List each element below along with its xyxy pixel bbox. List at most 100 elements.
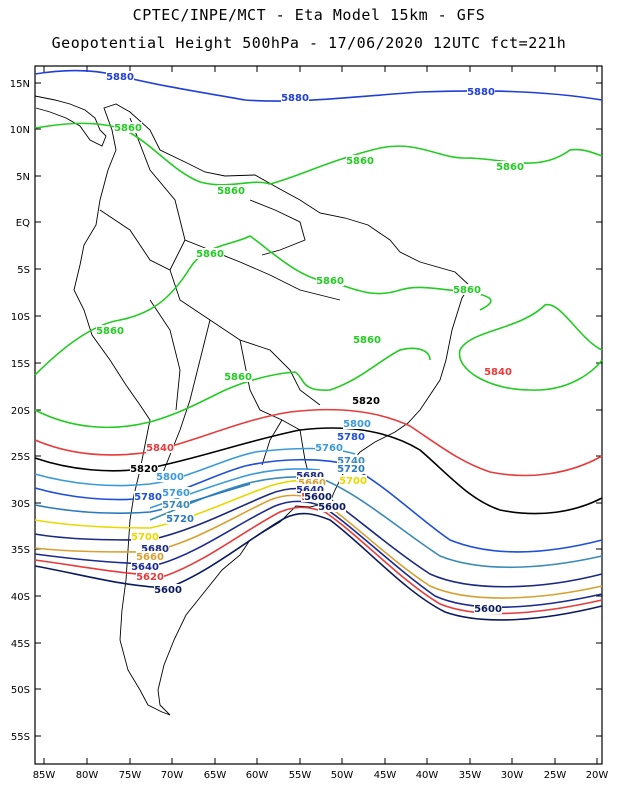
map-title-line-2: Geopotential Height 500hPa - 17/06/2020 … [51, 34, 567, 52]
lon-label: 30W [501, 770, 524, 781]
contour-label-5700: 5700 [339, 476, 367, 487]
contour-label-5880: 5880 [281, 93, 309, 104]
contour-label-bg [154, 584, 182, 595]
contour-label-5860: 5860 [217, 186, 245, 197]
lat-label: 30S [11, 499, 30, 510]
lon-label: 65W [204, 770, 227, 781]
contour-label-5780: 5780 [134, 492, 162, 503]
contour-label-5740: 5740 [337, 456, 365, 467]
contour-label-bg [162, 487, 190, 498]
contour-label-5600: 5600 [154, 585, 182, 596]
lat-label: 20S [11, 406, 30, 417]
lon-label: 60W [246, 770, 269, 781]
contour-label-bg [298, 477, 326, 488]
contour-label-bg [353, 334, 381, 345]
contour-label-bg [453, 284, 481, 295]
lon-label: 55W [289, 770, 312, 781]
contour-label-5600: 5600 [304, 492, 332, 503]
contour-label-bg [296, 470, 324, 481]
contour-label-bg [217, 185, 245, 196]
lat-label: EQ [16, 218, 30, 229]
lat-label: 5S [17, 265, 30, 276]
contour-5600 [34, 512, 603, 621]
plot-frame [34, 65, 603, 765]
contour-label-bg [346, 155, 374, 166]
contour-label-5860: 5860 [114, 123, 142, 134]
contour-labels: 5880 5880 5880 5860 5860 5860 5860 5860 5860 5860… [96, 71, 524, 615]
contour-label-5820: 5820 [352, 396, 380, 407]
contour-label-5640: 5640 [296, 485, 324, 496]
contour-label-bg [315, 442, 343, 453]
lon-label: 50W [331, 770, 354, 781]
contour-label-5820: 5820 [130, 464, 158, 475]
lat-label: 5N [16, 172, 30, 183]
contour-label-bg [136, 571, 164, 582]
lon-label: 25W [544, 770, 567, 781]
contour-label-bg [496, 161, 524, 172]
contour-label-5620: 5620 [136, 572, 164, 583]
lat-label: 10N [10, 125, 30, 136]
contour-label-bg [224, 371, 252, 382]
contour-label-bg [106, 71, 134, 82]
contour-label-bg [166, 513, 194, 524]
contour-label-bg [156, 471, 184, 482]
contour-label-bg [337, 431, 365, 442]
map-title-line-1: CPTEC/INPE/MCT - Eta Model 15km - GFS [132, 6, 486, 24]
contour-label-5680: 5680 [296, 471, 324, 482]
contour-label-5720: 5720 [337, 464, 365, 475]
contour-label-bg [196, 248, 224, 259]
contour-5760 [149, 468, 321, 509]
lat-label: 40S [11, 592, 30, 603]
lat-label: 10S [11, 312, 30, 323]
lat-label: 15S [11, 359, 30, 370]
contour-label-bg [484, 366, 512, 377]
contour-label-5860: 5860 [96, 326, 124, 337]
contour-label-bg [281, 92, 309, 103]
contour-label-5860: 5860 [316, 276, 344, 287]
contour-label-5860: 5860 [453, 285, 481, 296]
contour-label-bg [96, 325, 124, 336]
contour-5700 [34, 479, 321, 529]
lon-label: 20W [586, 770, 609, 781]
lat-label: 25S [11, 452, 30, 463]
contour-label-5760: 5760 [162, 488, 190, 499]
contour-label-bg [296, 484, 324, 495]
contour-label-5660: 5660 [136, 552, 164, 563]
contour-label-5660: 5660 [298, 478, 326, 489]
contour-label-bg [114, 122, 142, 133]
lon-label: 40W [416, 770, 439, 781]
contour-label-5680: 5680 [141, 544, 169, 555]
contour-label-bg [304, 491, 332, 502]
contour-label-bg [318, 501, 346, 512]
contour-label-5780: 5780 [337, 432, 365, 443]
contour-label-bg [130, 463, 158, 474]
contour-label-5840: 5840 [484, 367, 512, 378]
lat-label: 35S [11, 545, 30, 556]
contour-label-5720: 5720 [166, 514, 194, 525]
contour-5860 [34, 122, 603, 429]
lon-label: 70W [161, 770, 184, 781]
contour-label-5880: 5880 [106, 72, 134, 83]
contour-label-5840: 5840 [146, 443, 174, 454]
lon-label: 45W [374, 770, 397, 781]
contour-label-bg [339, 475, 367, 486]
contour-label-bg [131, 531, 159, 542]
contour-label-5800: 5800 [343, 419, 371, 430]
contour-label-bg [474, 603, 502, 614]
contour-label-5740: 5740 [162, 500, 190, 511]
lon-label: 75W [119, 770, 142, 781]
contour-label-5600: 5600 [318, 502, 346, 513]
contour-label-bg [136, 551, 164, 562]
lat-label: 15N [10, 79, 30, 90]
contour-label-bg [162, 499, 190, 510]
lon-label: 85W [33, 770, 56, 781]
contour-label-5860: 5860 [196, 249, 224, 260]
contour-label-bg [141, 543, 169, 554]
lat-label: 45S [11, 639, 30, 650]
contour-label-bg [134, 491, 162, 502]
contour-label-5860: 5860 [346, 156, 374, 167]
contour-label-5860: 5860 [496, 162, 524, 173]
contour-5720 [34, 483, 251, 514]
contour-label-bg [467, 86, 495, 97]
